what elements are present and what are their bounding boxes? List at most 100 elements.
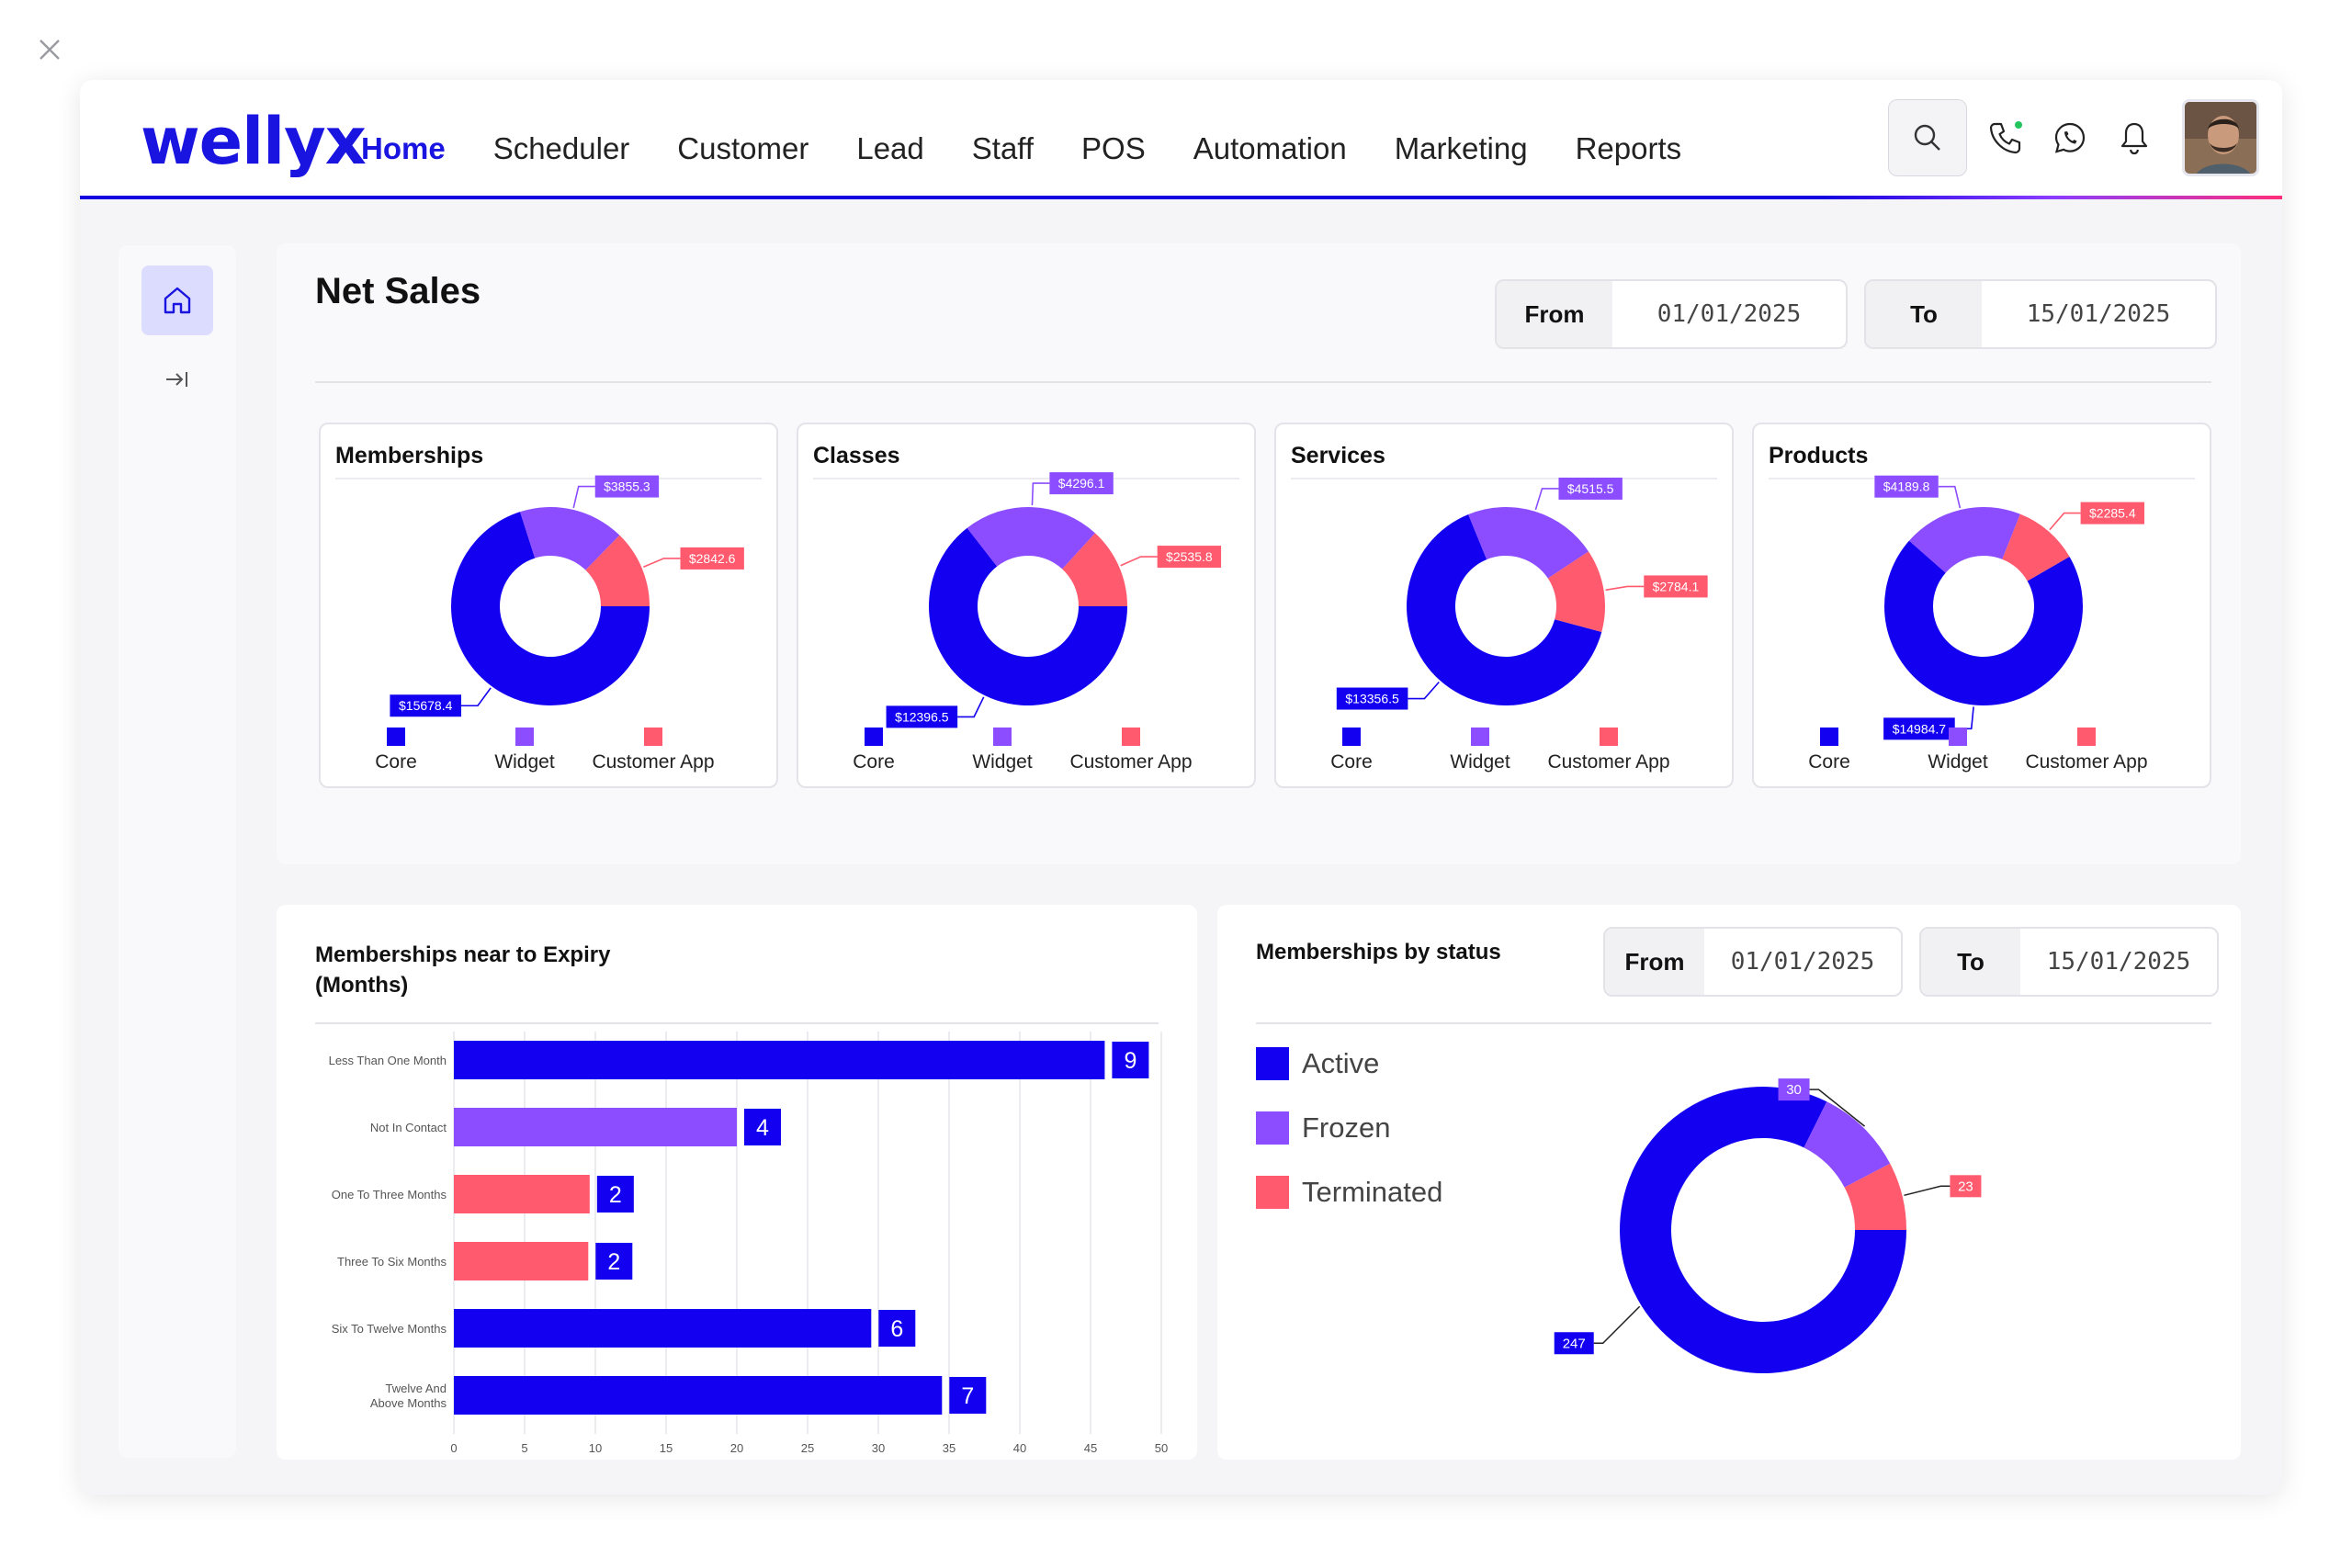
legend-swatch-widget — [1471, 728, 1489, 746]
legend-label: Widget — [1928, 751, 1988, 773]
status-panel: Memberships by status From 01/01/2025 To… — [1217, 905, 2241, 1460]
bar-value-label: 7 — [961, 1383, 974, 1409]
data-label: $4515.5 — [1567, 481, 1614, 496]
memberships-card: Memberships $15678.4 $3855.3 $2842.6 Core Wi… — [319, 423, 778, 788]
expand-arrow-icon — [166, 372, 187, 387]
slice-core[interactable] — [1407, 514, 1602, 705]
slice-widget[interactable] — [1908, 507, 2020, 573]
nav-automation[interactable]: Automation — [1193, 131, 1347, 165]
whatsapp-button[interactable] — [2044, 112, 2096, 164]
products-donut-chart: $14984.7 $4189.8 $2285.4 Core Widget Customer… — [1808, 475, 2148, 773]
legend-swatch-customer-app — [2077, 728, 2096, 746]
x-tick-label: 20 — [730, 1441, 743, 1455]
legend-swatch-active — [1256, 1047, 1289, 1080]
legend-swatch-terminated — [1256, 1176, 1289, 1209]
slice-frozen[interactable] — [1804, 1101, 1891, 1188]
x-tick-label: 25 — [801, 1441, 814, 1455]
card-divider — [813, 478, 1239, 479]
from-label: From — [1497, 281, 1612, 347]
to-date-value[interactable]: 15/01/2025 — [2026, 300, 2171, 328]
slice-customer-app[interactable] — [2002, 513, 2070, 581]
data-label-bg — [390, 694, 462, 717]
legend-label: Customer App — [592, 751, 714, 773]
bar-six-to-twelve-months[interactable] — [454, 1309, 872, 1348]
nav-lead[interactable]: Lead — [856, 131, 924, 165]
divider — [1256, 1022, 2211, 1024]
legend-swatch-widget — [993, 728, 1012, 746]
data-label: $4189.8 — [1883, 479, 1930, 494]
slice-widget[interactable] — [520, 507, 620, 570]
data-label-bg — [1554, 1332, 1594, 1355]
wellyx-logo[interactable]: wellyx — [141, 104, 367, 179]
toolbar-icons — [1888, 98, 2259, 177]
slice-customer-app[interactable] — [585, 535, 650, 606]
close-icon[interactable] — [35, 35, 64, 64]
legend-label: Widget — [1450, 751, 1510, 773]
leader-line — [957, 696, 985, 718]
data-label-bg — [1950, 1175, 1982, 1198]
legend-swatch-customer-app — [1122, 728, 1140, 746]
user-avatar[interactable] — [2182, 99, 2259, 176]
slice-core[interactable] — [929, 527, 1127, 705]
bar-twelve-and-above-months[interactable] — [454, 1376, 943, 1415]
to-label: To — [1921, 929, 2020, 995]
y-category-label: Above Months — [370, 1396, 447, 1410]
slice-customer-app[interactable] — [1062, 533, 1127, 606]
status-to-date[interactable]: To 15/01/2025 — [1919, 927, 2219, 997]
net-sales-from-date[interactable]: From 01/01/2025 — [1495, 279, 1848, 349]
data-label-bg — [2080, 502, 2145, 525]
to-date-value[interactable]: 15/01/2025 — [2046, 948, 2191, 976]
search-button[interactable] — [1888, 99, 1967, 176]
slice-active[interactable] — [1620, 1087, 1906, 1373]
expiry-bar-chart: 0 5 10 15 20 25 30 35 40 45 50 Less Than One Month 9… — [329, 1032, 1168, 1455]
card-title: Classes — [813, 443, 900, 468]
bar-one-to-three-months[interactable] — [454, 1175, 590, 1213]
nav-staff[interactable]: Staff — [971, 131, 1035, 165]
value-badge — [1112, 1042, 1149, 1078]
nav-marketing[interactable]: Marketing — [1394, 131, 1528, 165]
expiry-panel: Memberships near to Expiry (Months) 0 5 10… — [277, 905, 1197, 1460]
bar-value-label: 2 — [607, 1249, 620, 1275]
slice-terminated[interactable] — [1844, 1163, 1906, 1230]
sidebar — [119, 245, 236, 1458]
x-tick-label: 5 — [521, 1441, 527, 1455]
slice-widget[interactable] — [967, 507, 1095, 570]
notifications-button[interactable] — [2109, 112, 2160, 164]
status-from-date[interactable]: From 01/01/2025 — [1603, 927, 1903, 997]
services-card: Services $13356.5 $4515.5 $2784.1 Core Widge… — [1274, 423, 1734, 788]
nav-pos[interactable]: POS — [1081, 131, 1146, 165]
sidebar-item-home[interactable] — [141, 265, 213, 335]
slice-customer-app[interactable] — [1547, 551, 1605, 632]
bar-less-than-one-month[interactable] — [454, 1041, 1105, 1079]
phone-button[interactable] — [1980, 112, 2031, 164]
phone-icon — [1989, 121, 2022, 154]
data-label: $3855.3 — [604, 479, 650, 494]
nav-customer[interactable]: Customer — [677, 131, 809, 165]
from-date-value[interactable]: 01/01/2025 — [1657, 300, 1802, 328]
bar-not-in-contact[interactable] — [454, 1108, 737, 1146]
legend-label: Widget — [972, 751, 1033, 773]
sidebar-expand-button[interactable] — [155, 357, 199, 401]
leader-line — [2049, 512, 2081, 531]
memberships-donut-chart: $15678.4 $3855.3 $2842.6 Core Widget Customer… — [375, 475, 744, 773]
data-label: $2842.6 — [689, 551, 736, 566]
nav-reports[interactable]: Reports — [1575, 131, 1682, 165]
legend-swatch-core — [1342, 728, 1361, 746]
bar-three-to-six-months[interactable] — [454, 1242, 589, 1280]
slice-widget[interactable] — [1468, 507, 1589, 579]
data-label: $13356.5 — [1345, 692, 1399, 706]
data-label-bg — [594, 475, 660, 498]
data-label-bg — [886, 705, 958, 728]
nav-scheduler[interactable]: Scheduler — [492, 131, 630, 165]
slice-core[interactable] — [451, 512, 650, 705]
from-date-value[interactable]: 01/01/2025 — [1730, 948, 1875, 976]
top-navigation-bar: wellyx Home Scheduler Customer Lead Staf… — [80, 80, 2282, 199]
legend-active: Active — [1256, 1047, 1379, 1080]
data-label: 30 — [1786, 1082, 1802, 1098]
bar-value-label: 6 — [890, 1316, 903, 1342]
legend-label: Customer App — [1547, 751, 1669, 773]
net-sales-to-date[interactable]: To 15/01/2025 — [1864, 279, 2217, 349]
data-label: $4296.1 — [1058, 476, 1105, 491]
slice-core[interactable] — [1884, 540, 2083, 705]
nav-home[interactable]: Home — [361, 131, 446, 165]
